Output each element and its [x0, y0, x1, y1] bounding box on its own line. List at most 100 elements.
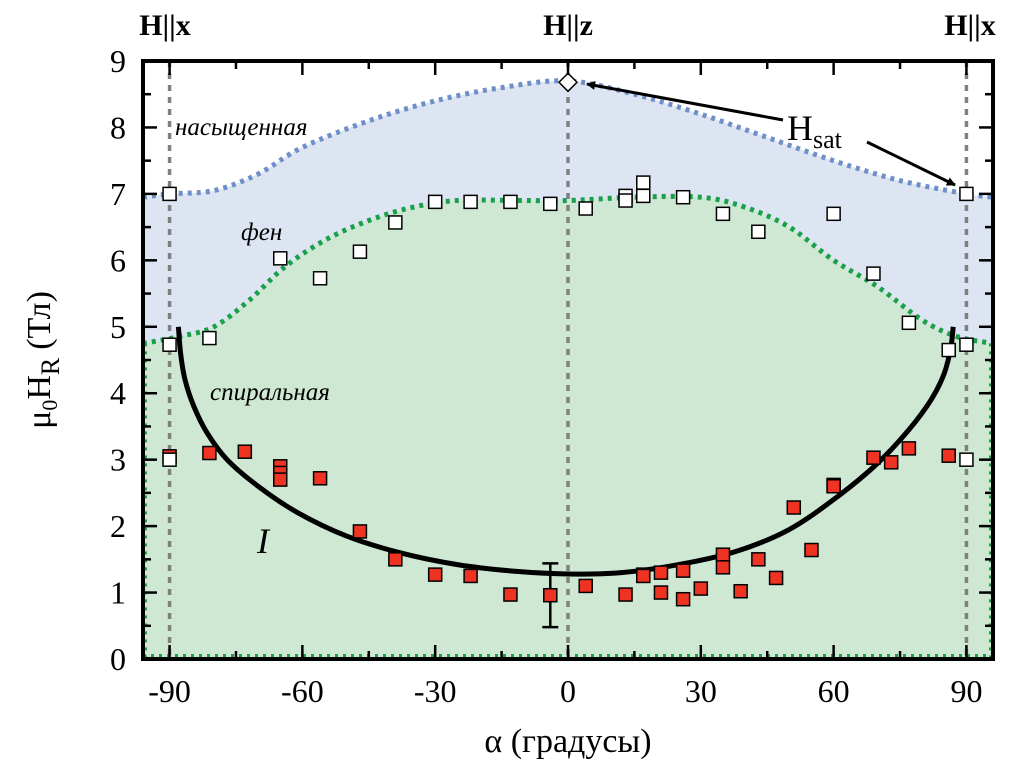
y-tick-label: 2: [110, 508, 126, 544]
red-data-point: [463, 568, 478, 584]
red-data-point: [675, 563, 691, 578]
red-data-point: [715, 547, 731, 562]
open-data-point: [959, 186, 974, 202]
open-data-point: [427, 194, 443, 210]
y-axis-title-unit: (Тл): [21, 291, 58, 350]
y-axis-title-sub0: 0: [37, 400, 62, 411]
red-data-point: [804, 542, 819, 558]
open-data-point: [826, 206, 841, 222]
y-tick-label: 0: [110, 641, 126, 677]
region-label-phase-one: I: [256, 521, 271, 561]
y-tick-label: 3: [110, 442, 126, 478]
red-data-point: [618, 587, 633, 602]
open-data-point: [715, 206, 731, 222]
open-data-point: [352, 244, 368, 259]
region-label-fan: фен: [241, 219, 282, 246]
open-data-point: [751, 224, 766, 240]
red-data-point: [427, 567, 443, 582]
red-data-point: [653, 565, 669, 580]
red-data-point: [866, 450, 881, 465]
x-tick-label: -60: [281, 673, 324, 709]
open-data-points: [162, 175, 974, 467]
open-data-point: [618, 193, 633, 208]
y-tick-label: 8: [110, 109, 126, 145]
y-axis-title-mu: μ: [21, 411, 58, 429]
open-data-point: [503, 194, 518, 210]
open-data-point: [578, 201, 593, 216]
red-data-point: [715, 560, 731, 575]
open-data-point: [543, 196, 558, 212]
x-tick-label: 30: [685, 673, 717, 709]
x-tick-label: 90: [950, 673, 982, 709]
open-data-point: [959, 337, 974, 352]
hsat-arrow-lower: [866, 140, 956, 187]
hsat-arrow-upper: [586, 81, 784, 122]
red-data-point: [636, 568, 651, 584]
x-tick-label: 60: [818, 673, 850, 709]
red-data-point: [786, 500, 802, 515]
open-data-point: [959, 452, 974, 467]
guide-lines: [167, 61, 969, 659]
open-data-point: [162, 186, 177, 202]
spiral-boundary-curve: [175, 326, 956, 577]
hsat-marker: [557, 72, 579, 93]
red-data-point: [653, 585, 669, 600]
red-data-point: [202, 445, 217, 461]
red-data-point: [901, 441, 917, 456]
hsat-annotation: Hsat: [787, 108, 843, 154]
plot-area: [143, 61, 993, 659]
red-data-point: [733, 583, 748, 599]
top-label-center: H||z: [543, 9, 593, 42]
y-tick-label: 6: [110, 242, 126, 278]
red-data-point: [578, 578, 593, 594]
phase-region-fill: [143, 196, 993, 659]
saturation-boundary-line: [143, 78, 993, 200]
open-data-point: [636, 188, 651, 204]
red-data-point: [675, 591, 691, 607]
red-data-point: [352, 524, 368, 539]
red-data-point: [941, 448, 956, 463]
open-data-point: [202, 330, 217, 346]
open-data-point: [675, 189, 691, 205]
y-tick-labels: 0 1 2 3 4 5 6 7 8 9: [110, 43, 126, 677]
red-data-point: [503, 587, 518, 602]
open-data-point: [941, 342, 956, 358]
region-label-saturated: насыщенная: [175, 114, 307, 141]
red-data-point: [768, 570, 784, 586]
y-tick-label: 1: [110, 575, 126, 611]
red-data-point: [388, 552, 403, 567]
open-data-point: [162, 452, 177, 467]
y-tick-label: 5: [110, 309, 126, 345]
x-tick-label: -90: [148, 673, 191, 709]
y-tick-label: 9: [110, 43, 126, 79]
hsat-diamond-point: [557, 72, 579, 93]
red-data-point: [237, 444, 253, 459]
open-data-point: [388, 215, 403, 230]
open-data-point: [272, 251, 288, 266]
y-axis-title: μ0HR (Тл): [21, 291, 65, 429]
open-data-point: [463, 194, 478, 210]
red-data-point: [751, 552, 766, 567]
red-data-point: [272, 472, 288, 487]
red-data-point: [693, 581, 709, 596]
region-label-spiral: спиральная: [210, 379, 330, 406]
x-tick-label: -30: [414, 673, 457, 709]
red-data-point: [312, 471, 328, 486]
x-tick-label: 0: [560, 673, 576, 709]
x-tick-labels: -90 -60 -30 0 30 60 90: [148, 673, 982, 709]
hsat-annotation-main: H: [787, 108, 813, 148]
top-label-left: H||x: [139, 9, 191, 42]
open-data-point: [866, 266, 881, 281]
open-data-point: [901, 315, 917, 331]
x-axis-title: α (градусы): [484, 723, 651, 760]
red-data-point: [543, 587, 558, 603]
axis-ticks: [143, 59, 993, 661]
y-axis-title-h: H: [21, 375, 58, 400]
open-data-point: [312, 271, 328, 286]
open-data-point: [636, 175, 651, 190]
y-tick-label: 4: [110, 375, 126, 411]
top-label-right: H||x: [944, 9, 996, 42]
open-data-point: [162, 337, 177, 352]
y-tick-label: 7: [110, 176, 126, 212]
